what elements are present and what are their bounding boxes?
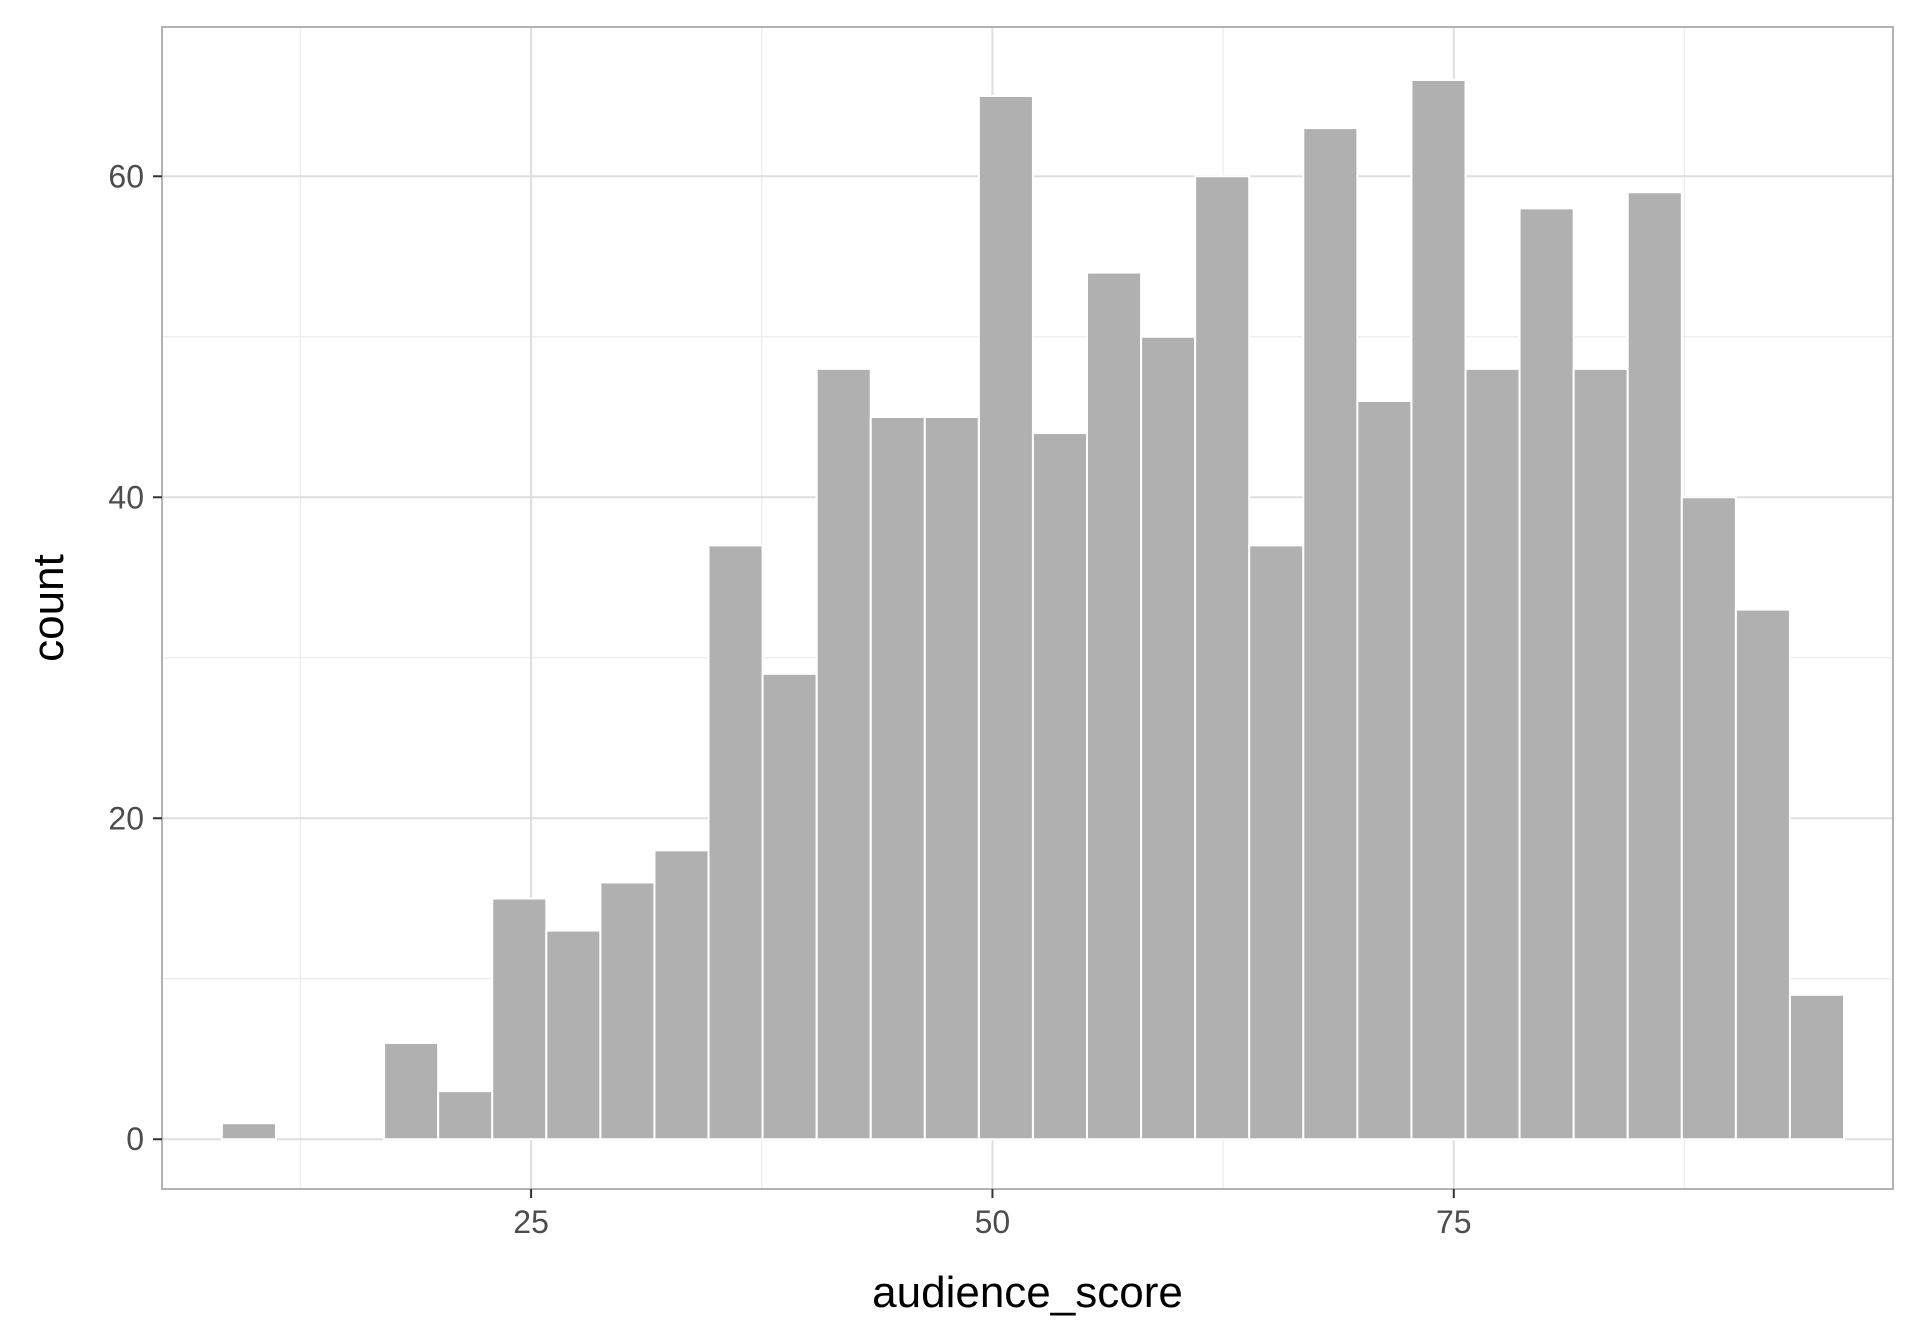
histogram-bar-8 [653, 849, 710, 1141]
histogram-bar-5 [491, 897, 548, 1141]
histogram-bar-15 [1031, 432, 1089, 1141]
histogram-bar-24 [1518, 207, 1575, 1141]
histogram-bar-10 [761, 672, 818, 1141]
bars-layer [220, 78, 1846, 1141]
histogram-bar-28 [1734, 608, 1791, 1141]
histogram-bar-27 [1680, 496, 1737, 1141]
histogram-bar-7 [599, 881, 656, 1141]
histogram-bar-20 [1302, 127, 1359, 1141]
histogram-bar-11 [815, 367, 872, 1141]
ticks-layer: 25 50 75 0 20 40 60 [108, 158, 1471, 1240]
histogram-bar-22 [1410, 78, 1467, 1141]
x-tick-label-0: 25 [513, 1204, 549, 1240]
histogram-bar-12 [869, 416, 926, 1141]
histogram-bar-14 [977, 95, 1034, 1141]
x-axis-title: audience_score [872, 1268, 1183, 1317]
histogram-bar-13 [923, 416, 980, 1141]
histogram-bar-23 [1464, 367, 1521, 1141]
y-tick-label-1: 20 [108, 800, 144, 836]
histogram-bar-26 [1626, 191, 1683, 1141]
histogram-bar-17 [1140, 335, 1197, 1141]
histogram-bar-19 [1248, 544, 1305, 1141]
histogram-bar-4 [437, 1090, 494, 1141]
histogram-bar-0 [220, 1122, 277, 1141]
histogram-bar-3 [383, 1041, 440, 1141]
histogram-bar-25 [1572, 367, 1629, 1141]
histogram-bar-9 [707, 544, 764, 1141]
x-tick-label-2: 75 [1436, 1204, 1472, 1240]
histogram-bar-21 [1356, 399, 1413, 1141]
histogram-bar-6 [545, 929, 602, 1141]
y-tick-label-2: 40 [108, 479, 144, 515]
histogram-bar-29 [1788, 993, 1846, 1141]
x-tick-label-1: 50 [975, 1204, 1011, 1240]
y-tick-label-3: 60 [108, 158, 144, 194]
histogram-bar-16 [1086, 271, 1143, 1141]
panel-border [161, 26, 1894, 1190]
y-axis-title: count [24, 554, 73, 662]
histogram-bar-18 [1194, 175, 1251, 1141]
y-tick-label-0: 0 [126, 1121, 144, 1157]
